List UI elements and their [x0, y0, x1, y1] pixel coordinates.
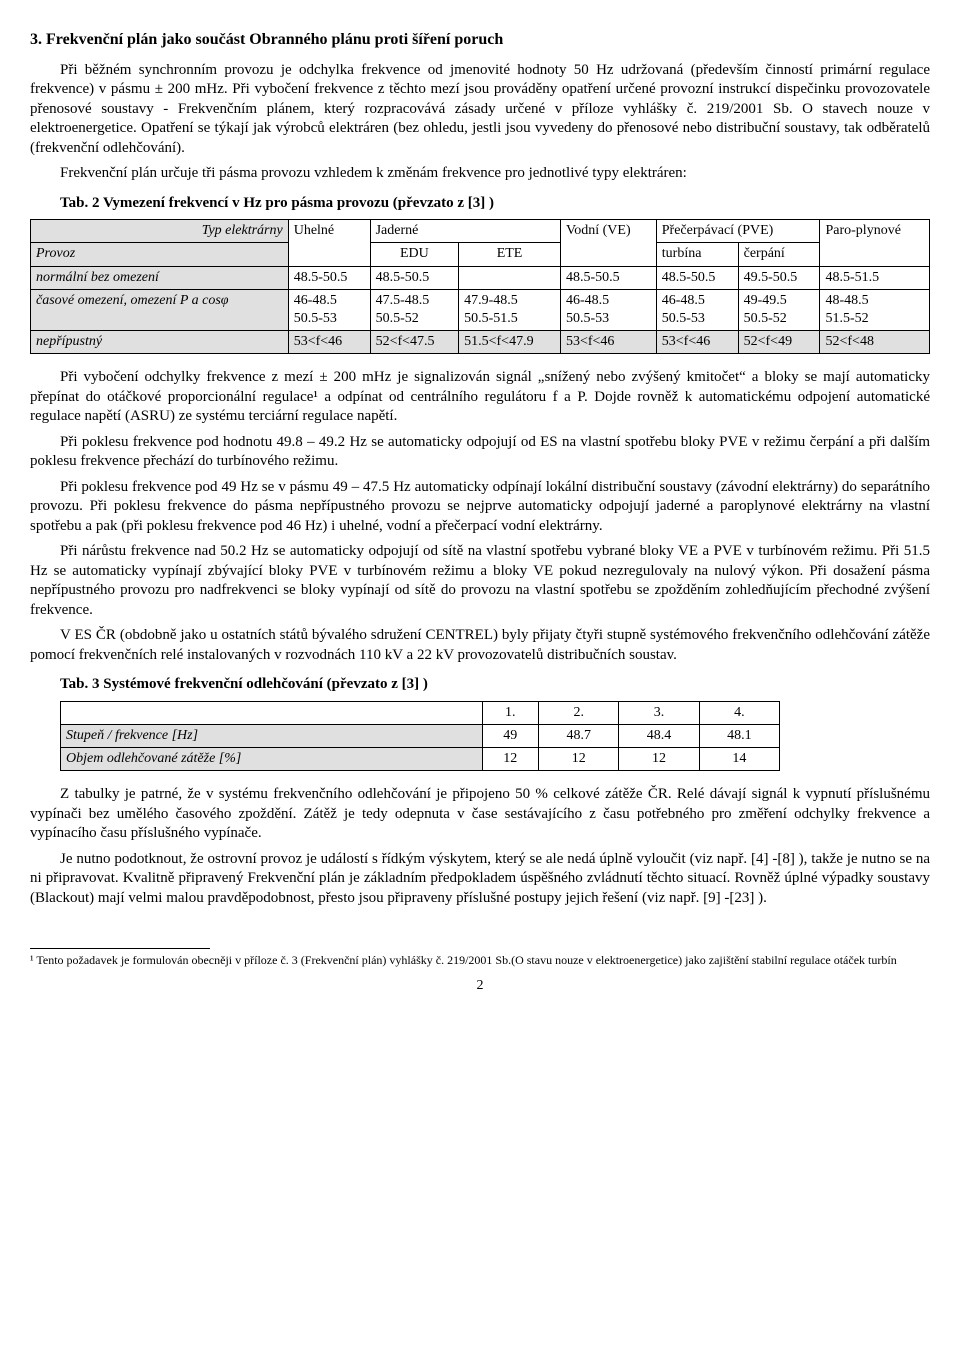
typ-label: Typ elektrárny: [31, 220, 289, 243]
cell: 46-48.5 50.5-53: [560, 289, 656, 330]
provoz-label: Provoz: [31, 243, 289, 266]
col-jaderne: Jaderné: [370, 220, 560, 243]
col-paroplyn: Paro-plynové: [820, 220, 930, 266]
paragraph: Při poklesu frekvence pod 49 Hz se v pás…: [30, 478, 930, 537]
row-label: nepřípustný: [31, 331, 289, 354]
cell: 48.5-50.5: [560, 266, 656, 289]
paragraph: V ES ČR (obdobně jako u ostatních států …: [30, 626, 930, 665]
cell: 46-48.5 50.5-53: [656, 289, 738, 330]
cell: 48.5-50.5: [370, 266, 459, 289]
col-vodni: Vodní (VE): [560, 220, 656, 266]
col-precerp: Přečerpávací (PVE): [656, 220, 820, 243]
cell: 51.5<f<47.9: [459, 331, 561, 354]
cell: 48-48.5 51.5-52: [820, 289, 930, 330]
paragraph: Při nárůstu frekvence nad 50.2 Hz se aut…: [30, 542, 930, 620]
cell: 52<f<47.5: [370, 331, 459, 354]
stage: 2.: [539, 701, 619, 724]
cell: 49: [482, 725, 539, 748]
cell: 52<f<48: [820, 331, 930, 354]
col-ete: ETE: [459, 243, 561, 266]
paragraph: Frekvenční plán určuje tři pásma provozu…: [30, 164, 930, 184]
cell: 53<f<46: [656, 331, 738, 354]
cell: 48.7: [539, 725, 619, 748]
table2-caption: Tab. 2 Vymezení frekvencí v Hz pro pásma…: [60, 194, 930, 214]
empty-cell: [61, 701, 483, 724]
cell: 12: [619, 748, 699, 771]
row-label: normální bez omezení: [31, 266, 289, 289]
table-2: Typ elektrárny Uhelné Jaderné Vodní (VE)…: [30, 219, 930, 354]
col-edu: EDU: [370, 243, 459, 266]
cell: 48.5-51.5: [820, 266, 930, 289]
row-label: časové omezení, omezení P a cosφ: [31, 289, 289, 330]
cell: 12: [482, 748, 539, 771]
paragraph: Z tabulky je patrné, že v systému frekve…: [30, 785, 930, 844]
paragraph: Při poklesu frekvence pod hodnotu 49.8 –…: [30, 433, 930, 472]
col-turbina: turbína: [656, 243, 738, 266]
table3-caption: Tab. 3 Systémové frekvenční odlehčování …: [60, 675, 930, 695]
page-number: 2: [30, 977, 930, 995]
cell: 52<f<49: [738, 331, 820, 354]
col-cerpani: čerpání: [738, 243, 820, 266]
paragraph: Při běžném synchronním provozu je odchyl…: [30, 61, 930, 159]
cell: 53<f<46: [560, 331, 656, 354]
cell: 48.4: [619, 725, 699, 748]
stage: 4.: [699, 701, 779, 724]
cell: 53<f<46: [288, 331, 370, 354]
cell: 12: [539, 748, 619, 771]
col-uhelne: Uhelné: [288, 220, 370, 266]
table-3: 1. 2. 3. 4. Stupeň / frekvence [Hz] 49 4…: [60, 701, 780, 772]
cell: 49-49.5 50.5-52: [738, 289, 820, 330]
row-label: Objem odlehčované zátěže [%]: [61, 748, 483, 771]
cell: 48.5-50.5: [656, 266, 738, 289]
footnote-separator: [30, 948, 210, 949]
cell: 48.5-50.5: [288, 266, 370, 289]
row-label: Stupeň / frekvence [Hz]: [61, 725, 483, 748]
cell: 49.5-50.5: [738, 266, 820, 289]
cell: 14: [699, 748, 779, 771]
cell: [459, 266, 561, 289]
cell: 48.1: [699, 725, 779, 748]
cell: 46-48.5 50.5-53: [288, 289, 370, 330]
cell: 47.9-48.5 50.5-51.5: [459, 289, 561, 330]
paragraph: Je nutno podotknout, že ostrovní provoz …: [30, 850, 930, 909]
footnote: ¹ Tento požadavek je formulován obecněji…: [30, 953, 930, 969]
section-heading: 3. Frekvenční plán jako součást Obrannéh…: [30, 30, 930, 51]
paragraph: Při vybočení odchylky frekvence z mezí ±…: [30, 368, 930, 427]
cell: 47.5-48.5 50.5-52: [370, 289, 459, 330]
stage: 3.: [619, 701, 699, 724]
stage: 1.: [482, 701, 539, 724]
